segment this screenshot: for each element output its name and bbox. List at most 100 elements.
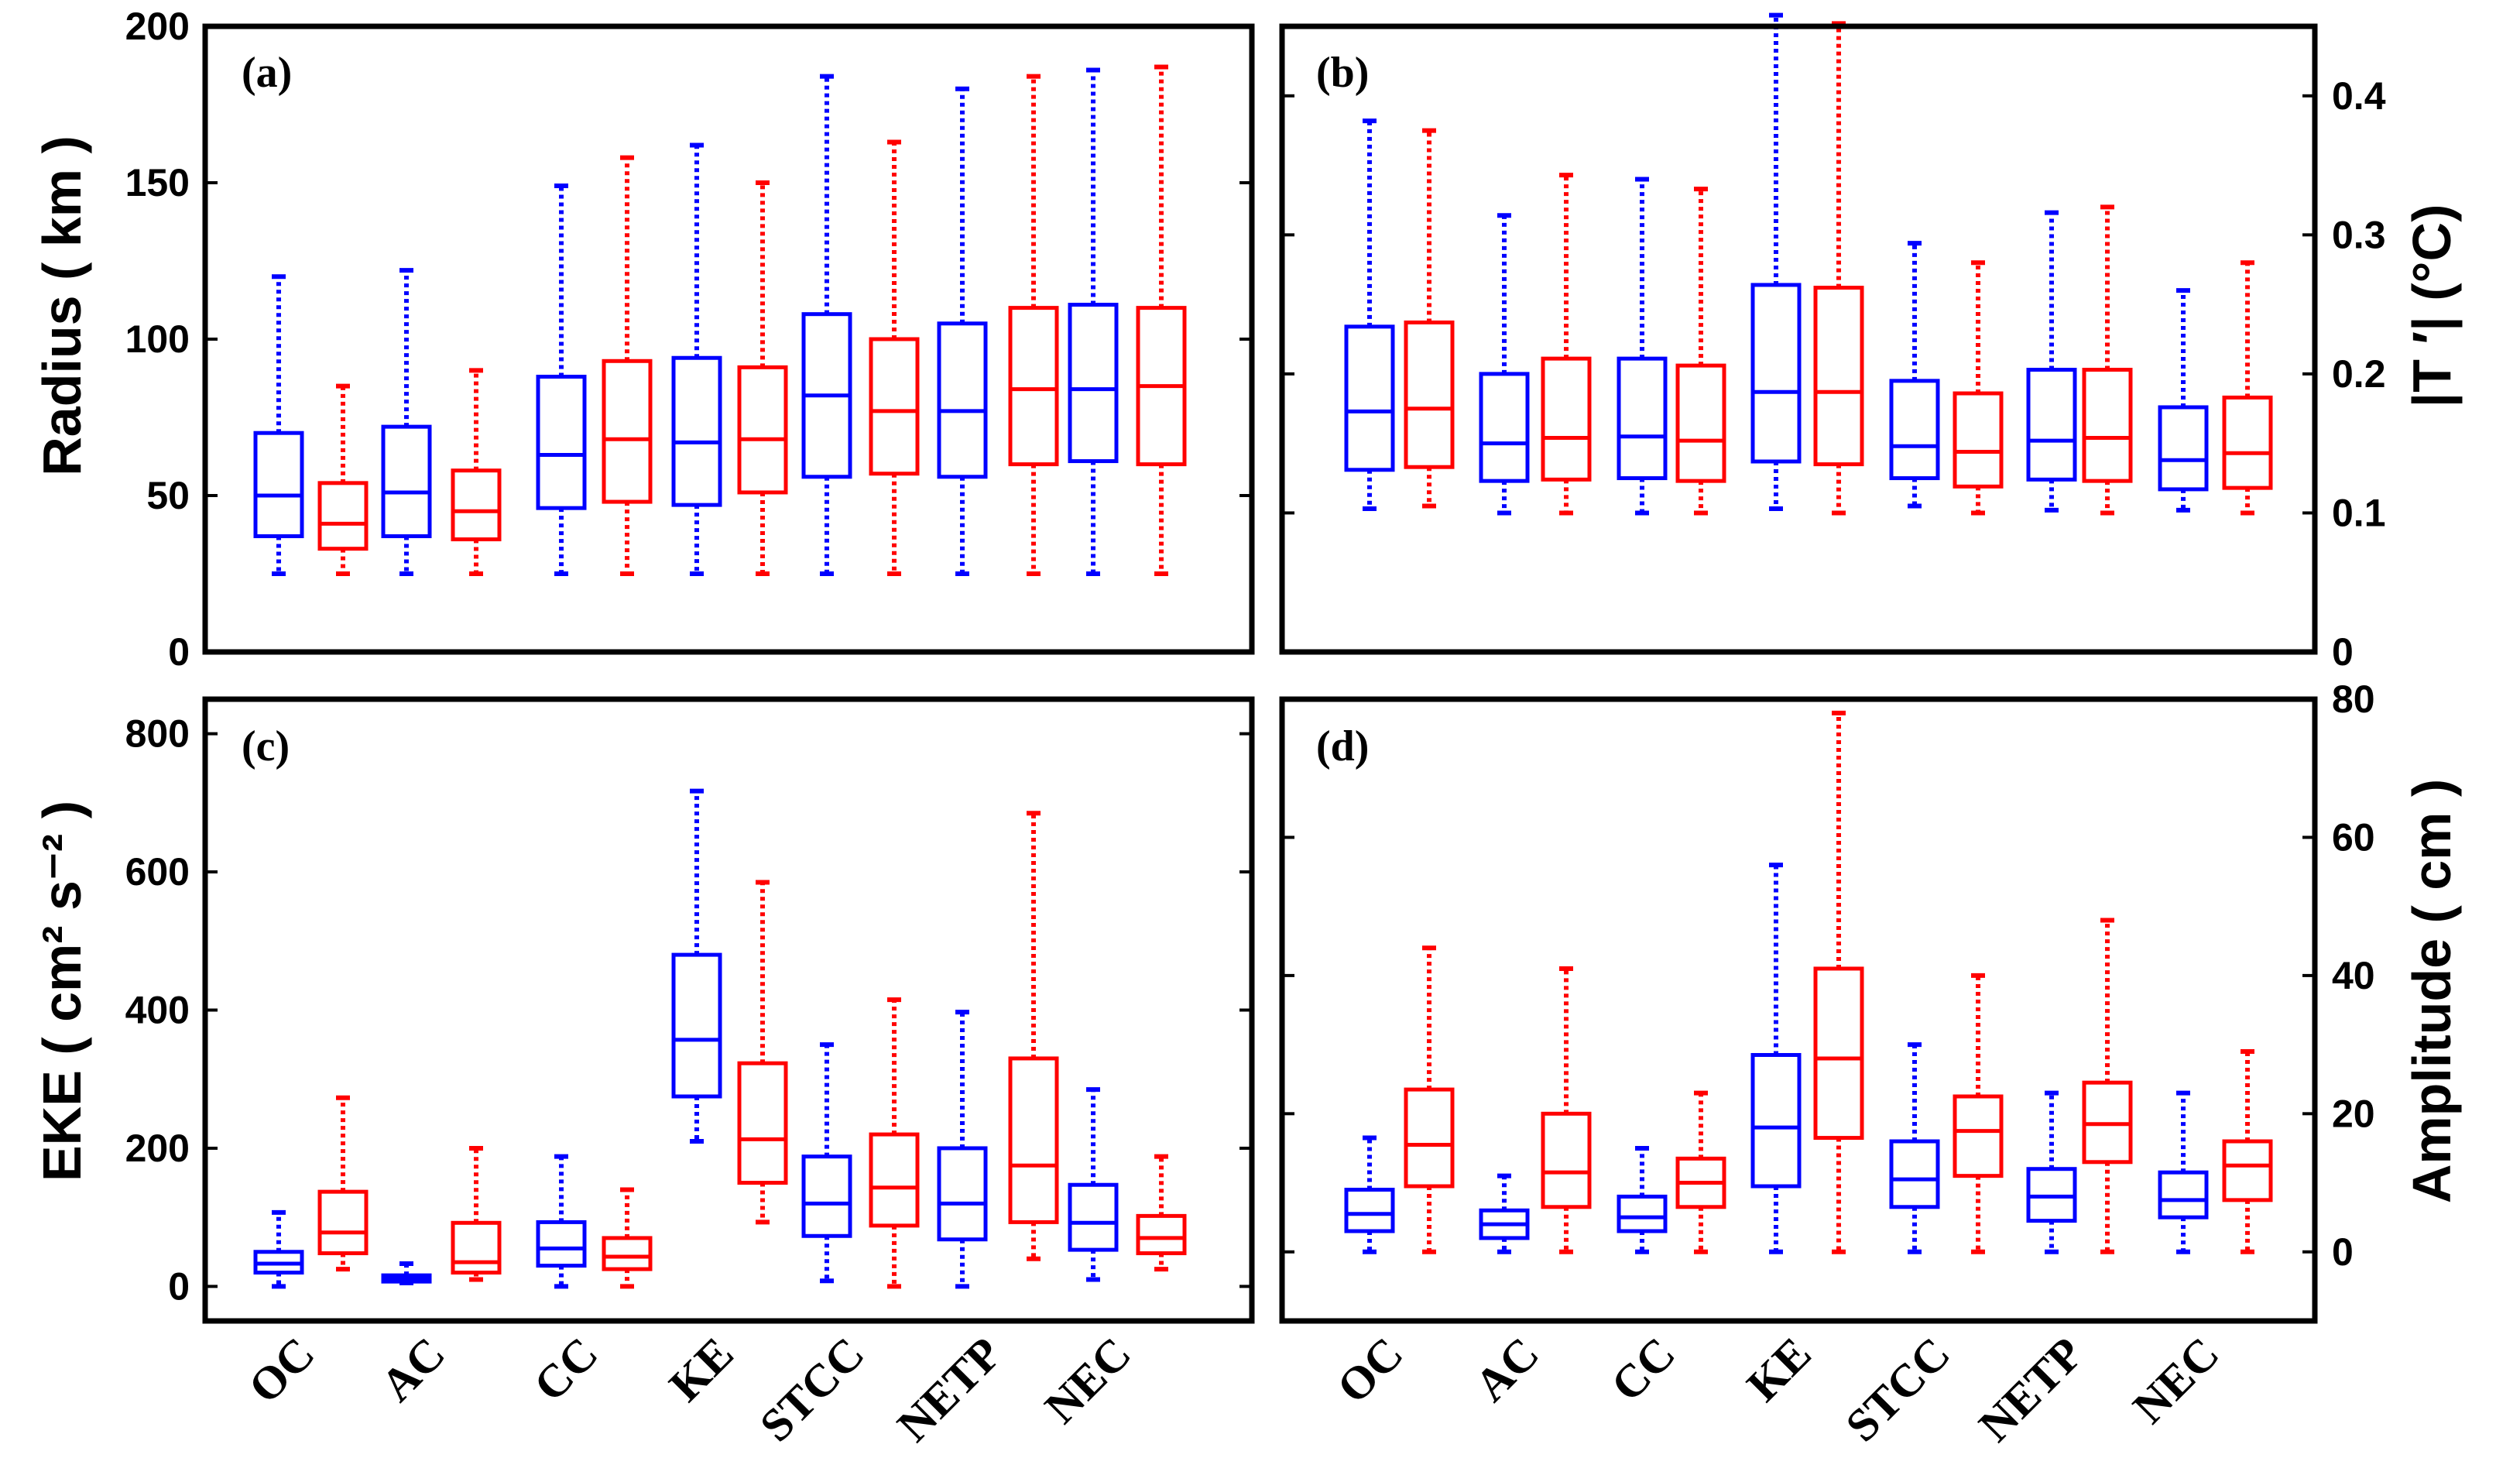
ytick-label: 200 [125,5,190,48]
box-iqr [1675,363,1726,483]
panel-d: 0 20 40 60 80 OC AC CC KE STCC NETP NEC [1279,678,2375,1452]
ytick-label: 80 [2332,678,2375,721]
category-label: KE [1737,1328,1821,1412]
red-box-CC [602,1187,653,1289]
ytick-label: 0.3 [2332,213,2386,256]
box-iqr [937,321,988,479]
blue-box-STCC [1889,1042,1940,1254]
ytick-label: 0 [2332,1230,2354,1274]
box-iqr [2026,368,2077,482]
blue-box-KE [671,788,722,1144]
box-iqr [1344,324,1395,472]
red-box-CC [1675,187,1726,516]
box-iqr [253,431,304,539]
category-label: CC [524,1328,608,1412]
red-box-NETP [1008,74,1059,576]
panel-tag-b: (b) [1316,49,1369,97]
panel-a: 0 50 100 150 200 [125,5,1255,674]
ytick-label: 50 [146,474,190,517]
category-label: CC [1601,1328,1685,1412]
category-label: KE [660,1328,743,1412]
panel-tag-c: (c) [242,722,290,770]
red-box-OC [1404,945,1455,1254]
panels: 05010015020000.10.20.30.40200400600800OC… [125,5,2386,1451]
blue-box-AC [381,1261,432,1285]
category-label: NETP [1969,1328,2093,1452]
red-box-STCC [1953,260,2004,516]
red-box-NEC [1136,1154,1187,1272]
box-iqr [602,1236,653,1271]
blue-box-OC [1344,118,1395,512]
ytick-label: 0 [168,1264,190,1308]
box-iqr [2158,405,2209,492]
box-iqr [937,1146,988,1242]
ytick-label: 0 [2332,630,2354,674]
blue-box-CC [1617,177,1668,516]
ytick-label: 0.4 [2332,74,2386,118]
box-iqr [1541,356,1592,482]
panel-c: 0 200 400 600 800 OC AC CC KE STCC NETP NEC [125,696,1255,1452]
box-iqr [737,1061,788,1185]
red-box-CC [602,155,653,576]
ytick-label: 600 [125,850,190,894]
ytick-label: 800 [125,712,190,756]
plot-frame [202,23,1255,655]
category-label: STCC [1836,1328,1959,1452]
box-iqr [1008,306,1059,467]
red-box-NEC [2222,260,2273,516]
category-label: NETP [887,1328,1011,1452]
red-box-KE [737,880,788,1225]
blue-box-AC [1479,213,1530,516]
ylabel-temperature: |T ′| (°C) [2402,204,2463,408]
red-box-KE [737,180,788,576]
panel-b: 0 0.1 0.2 0.3 0.4 [1279,12,2386,674]
box-iqr [1136,1213,1187,1256]
blue-box-CC [536,1154,587,1289]
blue-box-NEC [1068,67,1119,576]
ytick-label: 20 [2332,1092,2375,1135]
box-iqr [1953,391,2004,489]
red-box-AC [451,368,502,576]
blue-box-CC [1617,1145,1668,1254]
blue-box-KE [1750,12,1802,512]
category-label: AC [371,1328,454,1412]
blue-box-AC [1479,1173,1530,1254]
blue-box-NETP [937,1010,988,1289]
box-iqr [1953,1094,2004,1178]
red-box-OC [317,1095,369,1272]
blue-box-OC [253,1209,304,1289]
box-iqr [602,358,653,504]
box-iqr [1750,1052,1802,1189]
box-iqr [1889,1139,1940,1209]
box-iqr [317,481,369,551]
panel-tag-a: (a) [242,49,292,97]
ytick-label: 200 [125,1127,190,1170]
red-box-KE [1813,21,1864,516]
box-iqr [1344,1187,1395,1233]
plot-frame [202,696,1255,1324]
panel-tag-d: (d) [1316,722,1369,770]
box-iqr [1617,356,1668,481]
box-iqr [1813,286,1864,467]
box-iqr [1541,1111,1592,1209]
blue-box-STCC [801,1042,852,1284]
category-label: OC [1327,1328,1412,1413]
blue-box-STCC [801,74,852,576]
blue-box-OC [1344,1135,1395,1254]
category-label: STCC [750,1328,874,1452]
box-iqr [317,1189,369,1256]
box-iqr [2082,368,2133,483]
box-iqr [801,1154,852,1238]
blue-box-NEC [2158,1090,2209,1254]
box-iqr [1404,1087,1455,1189]
ytick-label: 100 [125,317,190,361]
red-box-STCC [869,997,920,1289]
ytick-label: 60 [2332,815,2375,859]
red-box-OC [317,383,369,576]
red-box-KE [1813,710,1864,1254]
blue-box-NEC [1068,1087,1119,1282]
red-box-NETP [2082,918,2133,1254]
box-iqr [869,337,920,476]
red-box-CC [1675,1090,1726,1254]
